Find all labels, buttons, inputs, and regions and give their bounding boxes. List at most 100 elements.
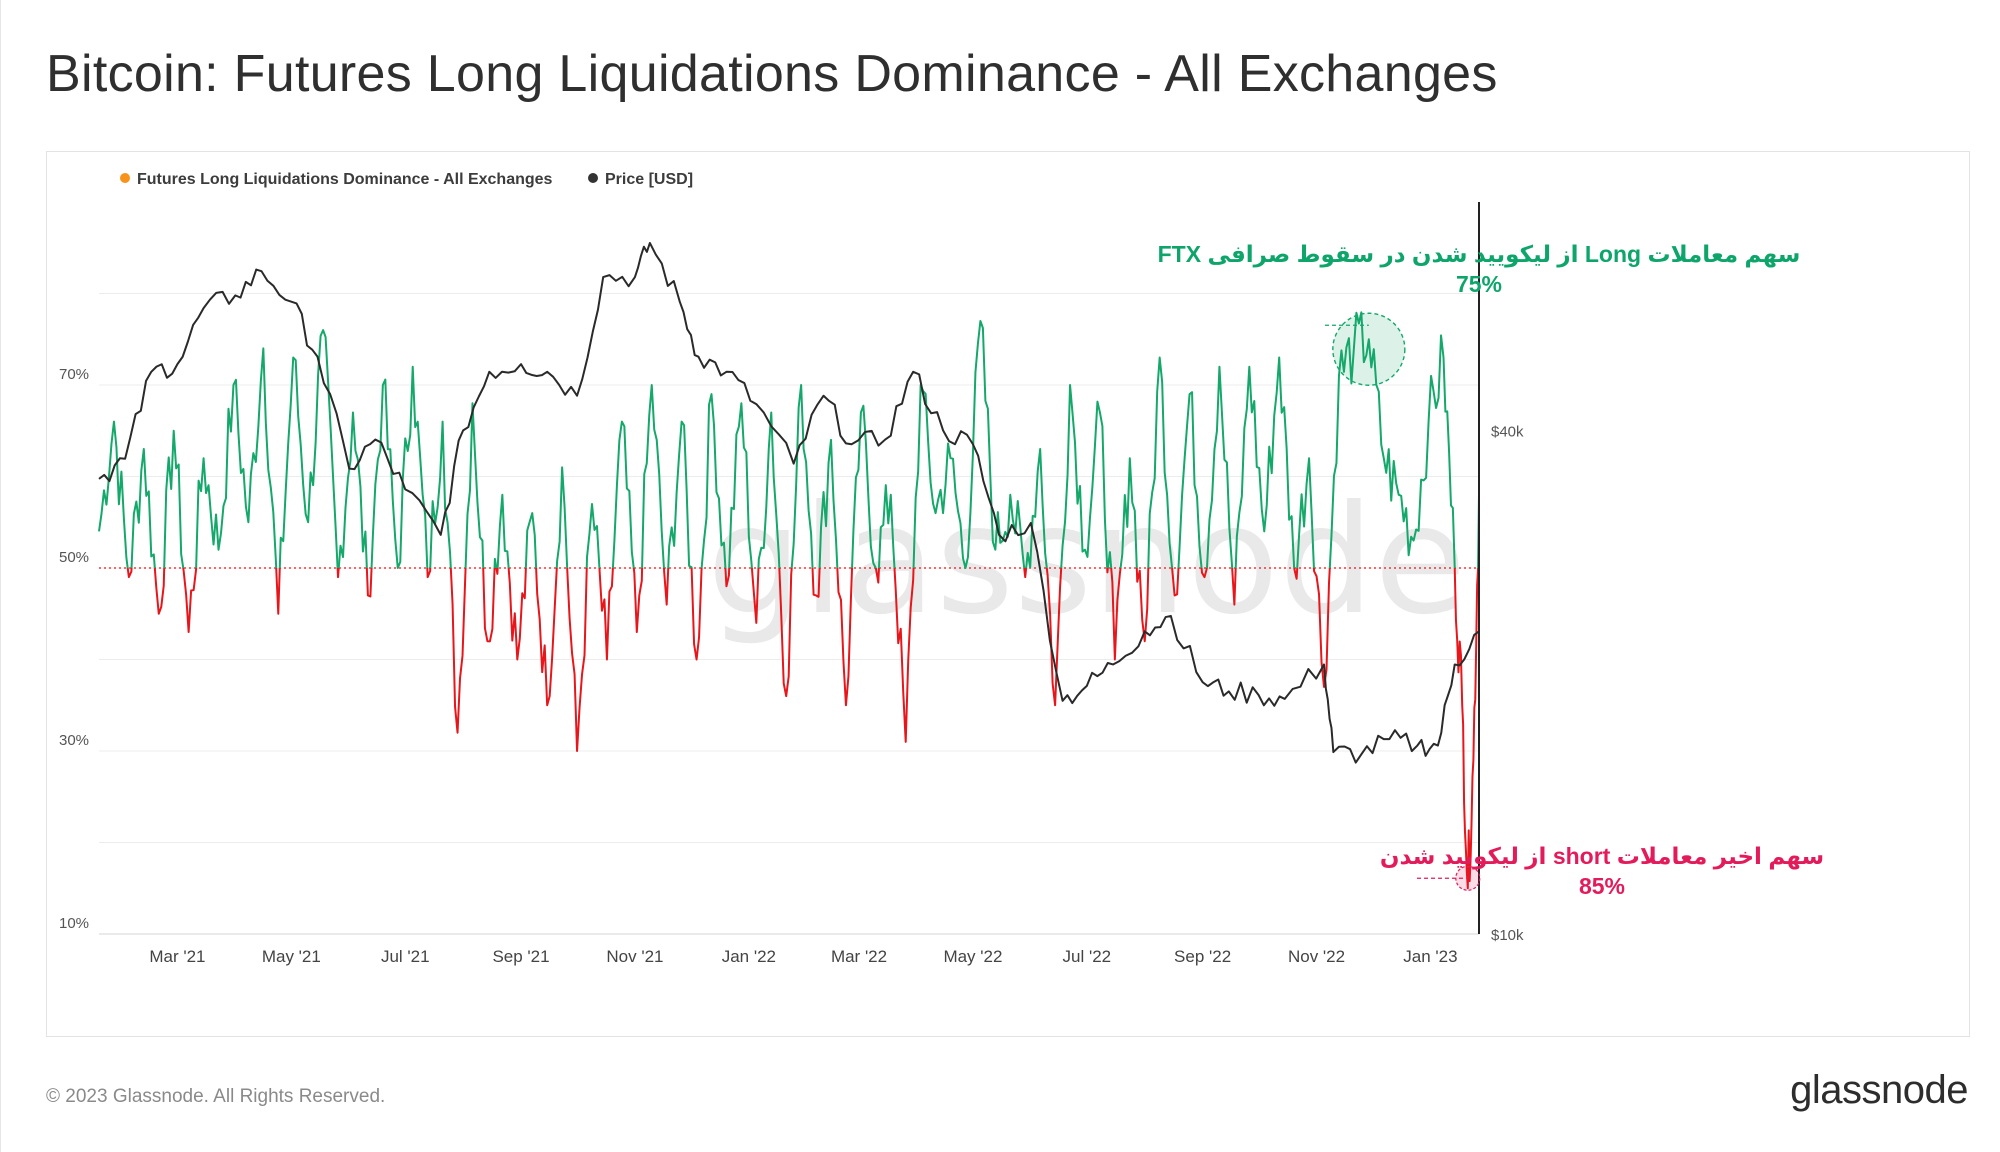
dominance-line-below [750,567,760,624]
x-tick-label: Nov '21 [606,947,663,966]
dominance-line-above [641,384,665,569]
y-left-tick-label: 50% [59,549,89,566]
dominance-line-below [535,567,558,707]
price-line [98,241,1480,764]
dominance-line-below [662,567,670,606]
dominance-line-above [130,448,156,569]
x-tick-label: Jan '22 [722,947,776,966]
dominance-line-above [278,329,339,569]
watermark-text: glassnode [707,474,1466,648]
x-tick-label: Sep '21 [492,947,549,966]
dominance-line-below [690,567,703,661]
dominance-line-above [611,420,635,569]
dominance-line-above [464,402,485,569]
dominance-line-above [1119,457,1138,569]
dominance-line-above [1234,356,1296,569]
dominance-line-below [724,567,731,588]
dominance-line-above [667,420,693,569]
dominance-line-below [1110,567,1122,661]
x-tick-label: Sep '22 [1174,947,1231,966]
dominance-line-below [1023,567,1028,579]
y-left-tick-label: 30% [59,732,89,749]
glassnode-logo: glassnode [1790,1068,1968,1112]
dominance-line-below [1135,567,1150,643]
dominance-line-below [1045,567,1063,707]
dominance-line-above [1328,311,1456,569]
x-tick-label: Nov '22 [1288,947,1345,966]
dominance-line-above [163,429,185,569]
x-tick-label: Mar '22 [831,947,887,966]
dominance-line-above [429,420,452,569]
dominance-line-below [153,567,166,615]
dominance-line-below [482,567,496,643]
dominance-line-below [1312,567,1331,688]
price-series [98,241,1480,764]
dominance-line-below [1171,567,1180,597]
dominance-line-below [893,567,915,743]
legend-label-price: Price [USD] [605,171,693,188]
x-tick-label: May '22 [943,947,1002,966]
dominance-line-below [426,567,432,579]
dominance-line-below [1231,567,1237,606]
dominance-line-above [1106,551,1113,569]
y-right-tick-label: $10k [1491,927,1524,944]
dominance-line-below [1106,567,1109,574]
dominance-series [98,311,1480,890]
short-annotation-text: سهم اخیر معاملات short از لیکویید شدن [1380,843,1824,870]
x-tick-label: Mar '21 [149,947,205,966]
dominance-line-below [778,567,793,698]
x-tick-label: May '21 [262,947,321,966]
short-annotation-value: 85% [1579,873,1625,899]
dominance-line-above [790,384,814,569]
dominance-line-below [1293,567,1299,580]
chart-frame: glassnode 70% 50% 30% 10% $40k $10k Mar '21 May… [46,151,1970,1037]
ftx-annotation-value: 75% [1456,271,1502,297]
dominance-line-below [126,567,133,579]
dominance-line-above [1296,457,1315,569]
chart: glassnode 70% 50% 30% 10% $40k $10k Mar '21 May… [59,171,1825,966]
ftx-annotation-text: سهم معاملات Long از لیکویید شدن در سقوط … [1158,241,1801,268]
legend-dot-price [588,173,598,183]
ftx-highlight-circle [1332,312,1406,386]
dominance-line-below [836,567,854,707]
dominance-line-below [566,567,588,752]
x-tick-label: Jul '22 [1063,947,1112,966]
dominance-line-below [598,567,614,661]
y-left-tick-label: 10% [59,915,89,932]
dominance-line-above [1205,365,1234,569]
legend-label-dominance: Futures Long Liquidations Dominance - Al… [137,171,553,188]
dominance-line-above [1025,448,1048,569]
dominance-line-above [1060,384,1109,569]
annotations: سهم معاملات Long از لیکویید شدن در سقوط … [1158,241,1825,899]
dominance-line-below [1453,567,1480,890]
axes: 70% 50% 30% 10% $40k $10k Mar '21 May '21 Jul '2… [59,202,1524,966]
dominance-line-below [632,567,644,634]
dominance-line-above [912,319,1026,569]
dominance-line-above [337,411,368,569]
dominance-line-below [1200,567,1208,579]
dominance-line-above [1177,391,1203,569]
dominance-line-below [495,567,499,575]
legend: Futures Long Liquidations Dominance - Al… [120,171,693,188]
dominance-line-above [98,420,129,569]
x-tick-label: Jan '23 [1403,947,1457,966]
y-right-tick-label: $40k [1491,423,1524,440]
dominance-line-below [182,567,198,634]
dominance-line-above [370,365,429,569]
dominance-line-above [1147,356,1174,569]
dominance-line-below [874,567,880,584]
dominance-line-below [275,567,281,615]
dominance-line-above [524,512,538,569]
legend-dot-dominance [120,173,130,183]
x-tick-label: Jul '21 [381,947,430,966]
y-left-tick-label: 70% [59,366,89,383]
dominance-line-above [877,484,896,569]
dominance-line-above [496,493,510,569]
copyright-text: © 2023 Glassnode. All Rights Reserved. [46,1086,386,1107]
dominance-line-above [195,347,278,569]
page-title: Bitcoin: Futures Long Liquidations Domin… [46,45,1498,103]
dominance-line-above [555,466,569,569]
dominance-line-above [493,557,498,569]
dominance-line-below [336,567,340,579]
